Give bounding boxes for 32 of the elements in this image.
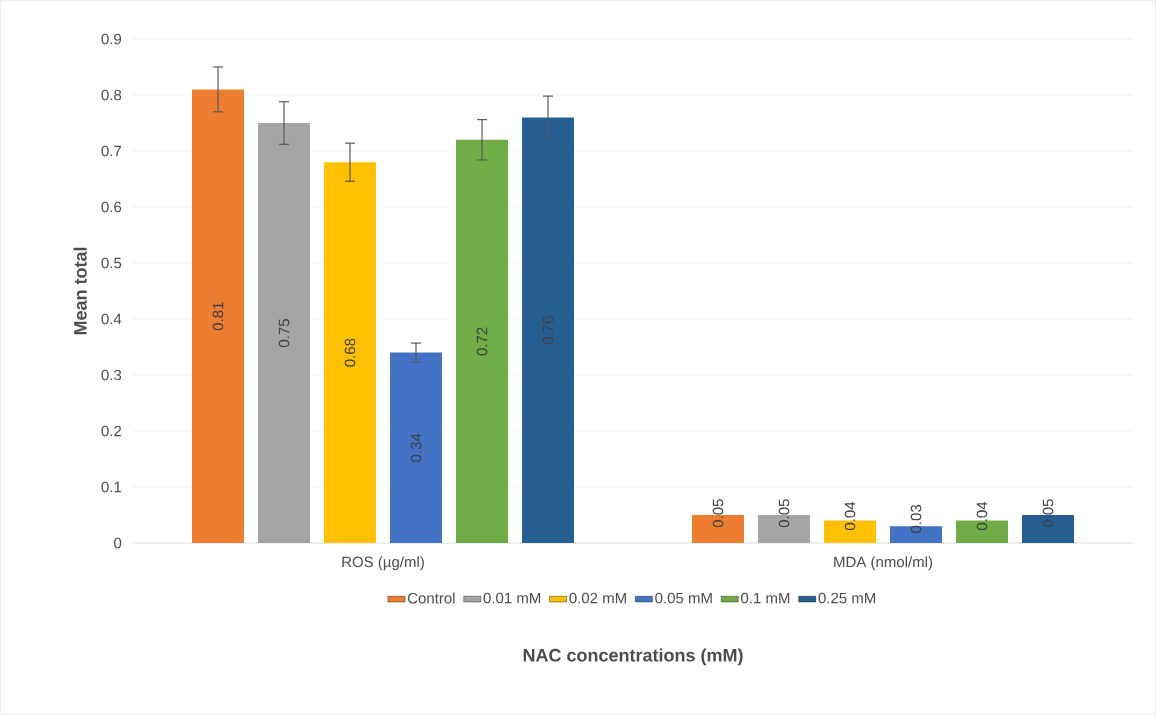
legend-label: 0.01 mM: [483, 592, 541, 604]
x-axis-title: NAC concentrations (mM): [523, 648, 743, 666]
data-label: 0.04: [844, 501, 856, 531]
y-tick-label: 0.8: [101, 89, 122, 101]
data-label: 0.81: [212, 302, 224, 331]
y-axis-title: Mean total: [73, 247, 87, 335]
data-label: 0.75: [278, 319, 290, 348]
legend-label: 0.25 mM: [818, 592, 876, 604]
y-tick-label: 0.4: [101, 313, 122, 325]
y-tick-label: 0.5: [101, 257, 122, 269]
x-tick-label: ROS (µg/ml): [342, 556, 424, 571]
legend-label: 0.05 mM: [655, 592, 712, 604]
y-tick-label: 0.3: [101, 369, 122, 381]
y-tick-label: 0: [114, 537, 122, 549]
legend-label: 0.02 mM: [569, 592, 626, 604]
y-tick-label: 0.7: [101, 145, 122, 157]
legend-label: 0.1 mM: [741, 592, 790, 604]
data-label: 0.34: [410, 433, 422, 462]
data-label: 0.05: [1042, 499, 1054, 528]
data-label: 0.03: [910, 504, 922, 533]
data-label: 0.68: [344, 338, 356, 367]
data-label: 0.04: [976, 501, 988, 531]
y-tick-label: 0.1: [101, 481, 122, 493]
y-tick-label: 0.6: [101, 201, 122, 213]
data-label: 0.76: [542, 316, 554, 345]
y-tick-label: 0.2: [101, 425, 122, 437]
x-tick-label: MDA (nmol/ml): [834, 556, 933, 571]
data-label: 0.72: [476, 327, 488, 356]
data-label: 0.05: [712, 499, 724, 528]
y-tick-label: 0.9: [101, 33, 122, 45]
data-label: 0.05: [778, 499, 790, 528]
legend-label: Control: [407, 592, 455, 604]
